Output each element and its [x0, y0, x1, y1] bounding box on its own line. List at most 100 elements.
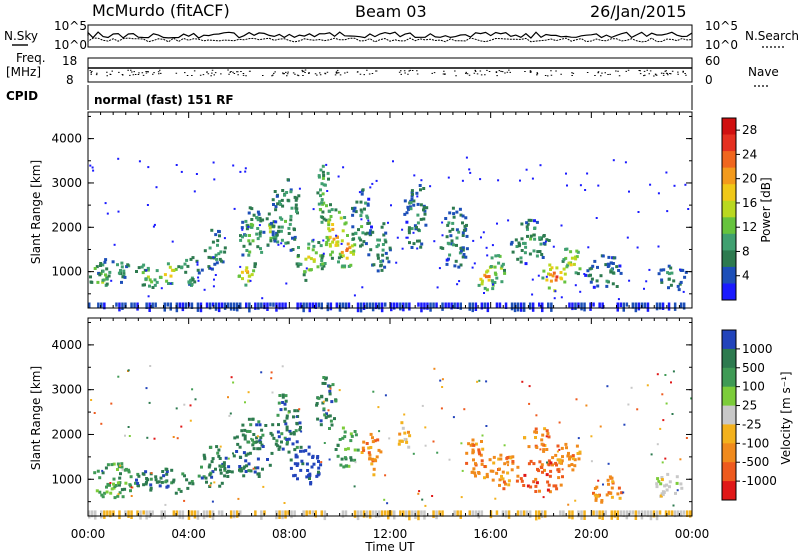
heat-cell — [580, 510, 583, 520]
heat-cell — [457, 230, 461, 234]
heat-cell — [113, 485, 117, 488]
colorbar-swatch — [722, 330, 736, 350]
heat-cell — [281, 393, 285, 397]
heat-cell — [281, 189, 285, 192]
heat-cell — [531, 177, 534, 180]
heat-cell — [212, 256, 215, 259]
heat-cell — [247, 440, 251, 444]
heat-cell — [317, 174, 321, 178]
heat-cell — [269, 302, 272, 307]
heat-cell — [646, 302, 650, 312]
heat-cell — [315, 403, 319, 407]
heat-cell — [166, 302, 169, 307]
heat-cell — [441, 246, 445, 250]
heat-cell — [539, 465, 543, 469]
heat-cell — [202, 510, 206, 520]
heat-cell — [497, 254, 501, 258]
heat-cell — [262, 230, 266, 234]
heat-cell — [319, 463, 323, 467]
heat-cell — [98, 476, 102, 480]
heat-cell — [120, 465, 124, 469]
heat-cell — [308, 302, 311, 313]
heat-cell — [104, 466, 108, 470]
heat-cell — [292, 474, 296, 478]
heat-cell — [311, 302, 314, 308]
heat-cell — [565, 446, 568, 450]
heat-cell — [409, 201, 413, 205]
heat-cell — [223, 237, 226, 240]
heat-cell — [419, 203, 423, 207]
heat-cell — [368, 510, 372, 519]
power-colorbar-label: Power [dB] — [759, 177, 773, 242]
heat-cell — [117, 271, 121, 275]
heat-cell — [377, 406, 380, 409]
heat-cell — [211, 302, 215, 307]
heat-cell — [240, 469, 244, 473]
heat-cell — [103, 491, 107, 495]
heat-cell — [105, 267, 109, 271]
heat-cell — [136, 481, 140, 485]
heat-cell — [515, 245, 519, 248]
heat-cell — [538, 510, 541, 520]
x-axis-label: Time UT — [364, 540, 415, 554]
heat-cell — [101, 269, 105, 273]
heat-cell — [130, 510, 133, 519]
heat-cell — [191, 388, 194, 391]
heat-cell — [307, 452, 311, 456]
heat-cell — [287, 226, 291, 230]
heat-cell — [569, 263, 573, 267]
heat-cell — [233, 207, 236, 210]
heat-cell — [92, 169, 95, 172]
heat-cell — [468, 510, 471, 516]
heat-cell — [461, 234, 465, 237]
heat-cell — [269, 239, 273, 243]
heat-cell — [261, 218, 265, 222]
heat-cell — [142, 510, 145, 515]
heat-cell — [325, 398, 329, 402]
heat-cell — [590, 460, 593, 463]
heat-cell — [485, 475, 489, 479]
heat-cell — [353, 430, 357, 433]
heat-cell — [471, 448, 475, 452]
heat-cell — [535, 446, 539, 449]
heat-cell — [445, 262, 449, 266]
heat-cell — [314, 302, 317, 309]
heat-cell — [375, 179, 378, 182]
heat-cell — [254, 302, 257, 310]
heat-cell — [479, 178, 482, 181]
heat-cell — [299, 425, 302, 429]
heat-cell — [347, 464, 351, 468]
heat-cell — [121, 275, 125, 279]
freq-label: Freq. — [16, 51, 46, 65]
heat-cell — [368, 231, 372, 235]
heat-cell — [271, 391, 274, 394]
heat-cell — [522, 484, 526, 487]
heat-cell — [660, 476, 664, 479]
heat-cell — [227, 457, 230, 460]
heat-cell — [248, 242, 252, 246]
heat-cell — [619, 271, 623, 275]
heat-cell — [353, 458, 357, 462]
heat-cell — [425, 206, 429, 210]
heat-cell — [353, 206, 357, 210]
heat-cell — [89, 275, 92, 279]
heat-cell — [676, 510, 680, 517]
heat-cell — [649, 510, 653, 521]
heat-cell — [241, 220, 245, 224]
heat-cell — [260, 302, 263, 309]
heat-cell — [240, 226, 244, 230]
heat-cell — [296, 302, 299, 310]
heat-cell — [218, 234, 221, 238]
heat-cell — [271, 233, 275, 236]
heat-cell — [679, 302, 683, 309]
heat-cell — [364, 232, 368, 236]
heat-cell — [104, 258, 108, 262]
heat-cell — [371, 182, 374, 185]
heat-cell — [611, 271, 615, 275]
heat-cell — [408, 205, 412, 209]
heat-cell — [251, 417, 255, 421]
heat-cell — [271, 224, 275, 228]
heat-cell — [289, 214, 293, 218]
heat-cell — [429, 185, 432, 188]
heat-cell — [280, 242, 283, 245]
